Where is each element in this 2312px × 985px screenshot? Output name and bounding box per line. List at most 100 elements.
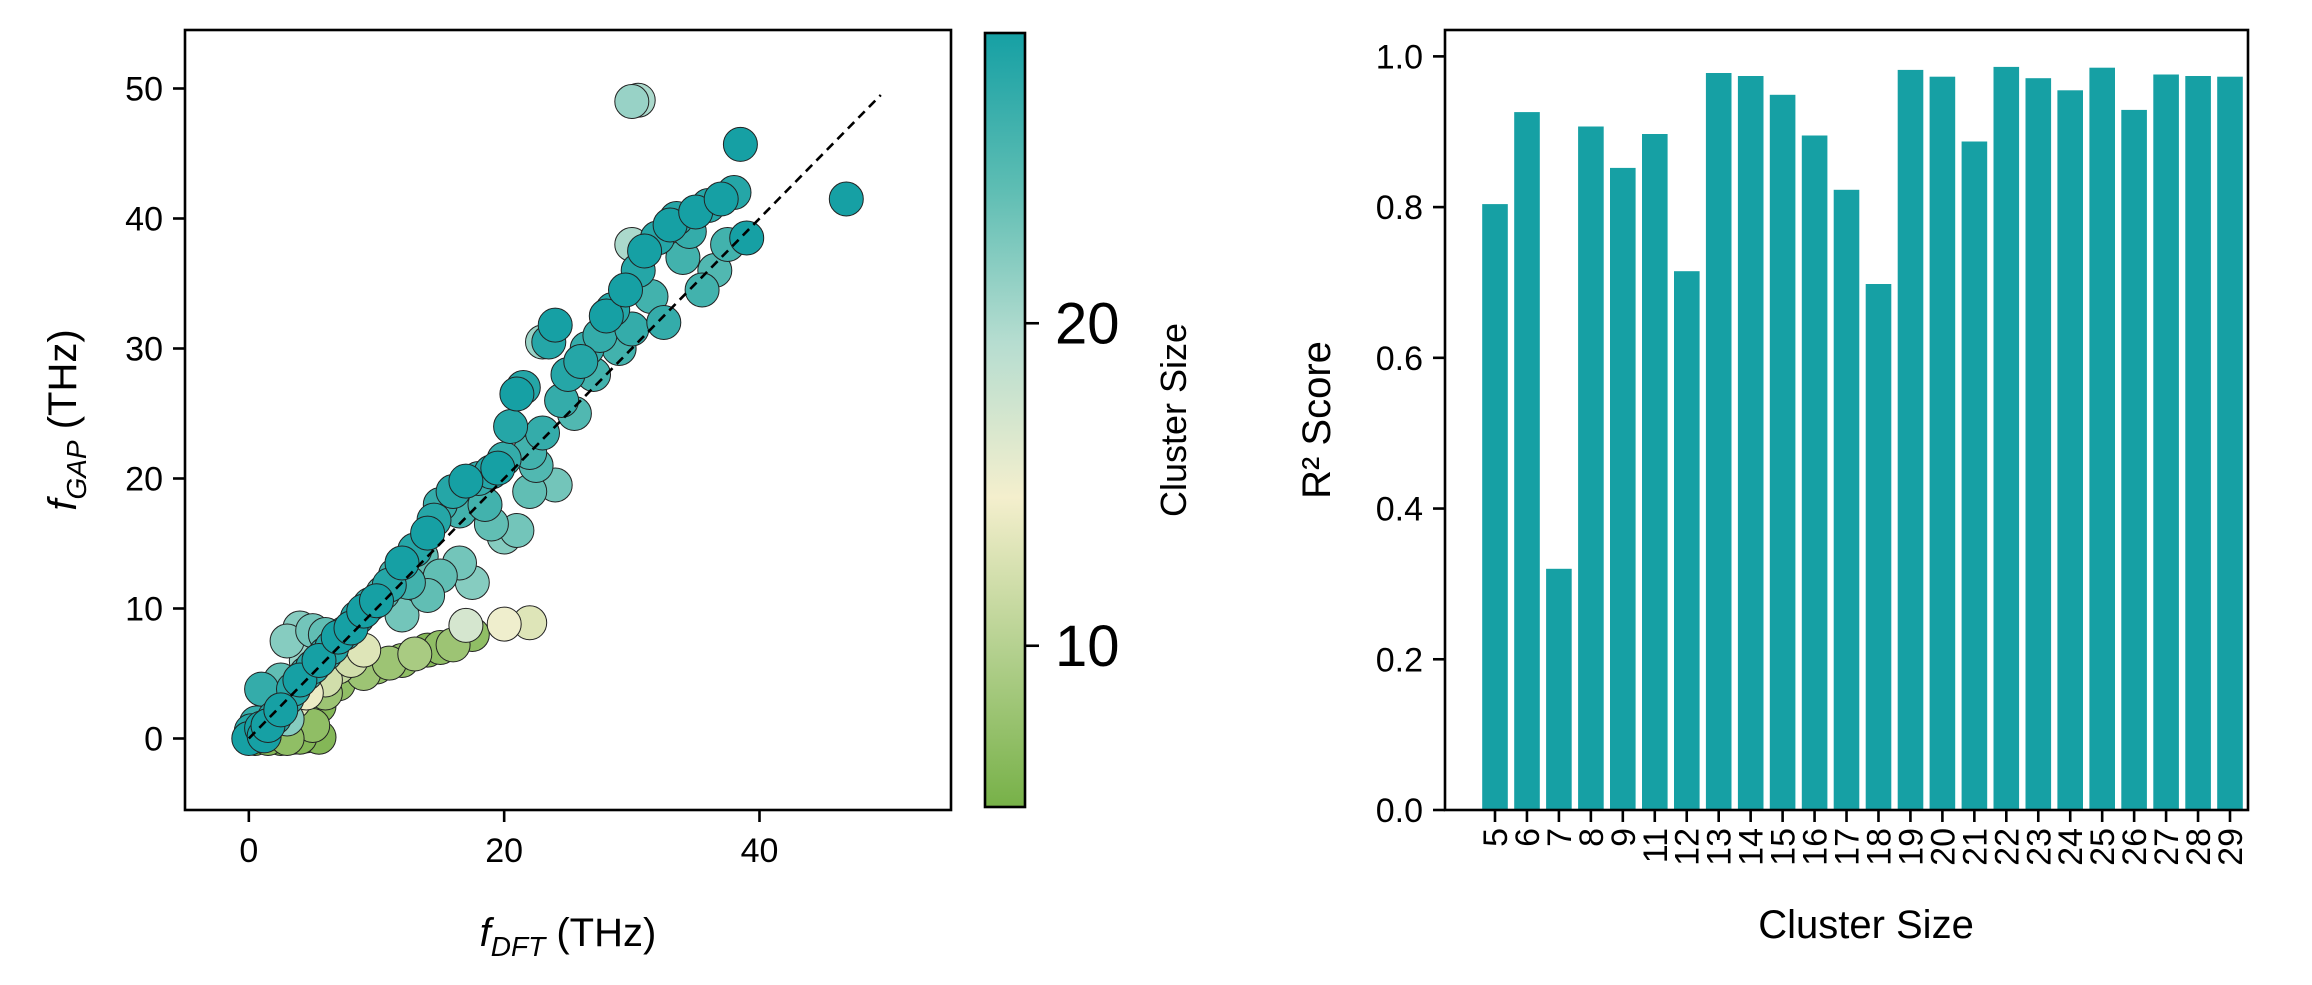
bar-x-tick-label: 18 (1861, 828, 1899, 866)
bar-cluster-20 (1929, 76, 1956, 810)
scatter-point (684, 272, 720, 308)
scatter-y-axis-label: fGAP (THz) (41, 329, 92, 510)
bar-cluster-24 (2057, 90, 2083, 811)
bar-cluster-22 (1993, 66, 2020, 810)
scatter-point (703, 181, 739, 217)
bar-x-tick-label: 6 (1509, 828, 1547, 847)
bar-x-tick-label: 8 (1573, 828, 1611, 847)
y-tick-label: 10 (125, 591, 163, 629)
bar-cluster-12 (1674, 271, 1700, 810)
bar-x-tick-label: 13 (1701, 828, 1739, 866)
y-tick-label: 40 (125, 201, 163, 239)
colorbar-gradient (983, 31, 1027, 809)
bar-axes-frame (1443, 28, 2250, 812)
colorbar-label: Cluster Size (1153, 323, 1194, 517)
scatter-point (722, 126, 758, 162)
bar-cluster-8 (1578, 126, 1604, 810)
y-tick-label: 30 (125, 331, 163, 369)
bar-cluster-11 (1642, 134, 1668, 810)
scatter-point (359, 583, 394, 619)
bar-cluster-14 (1737, 76, 1764, 810)
bar-x-tick-label: 27 (2148, 828, 2186, 866)
scatter-point (729, 220, 765, 256)
scatter-point (499, 376, 535, 412)
bar-y-tick-label: 0.0 (1376, 792, 1423, 830)
parity-line (247, 94, 882, 740)
scatter-point (448, 463, 484, 499)
bar-x-tick-label: 24 (2052, 828, 2090, 866)
scatter-x-axis-label: fDFT (THz) (480, 911, 657, 962)
bar-x-tick-label: 12 (1669, 828, 1707, 866)
y-tick-label: 0 (144, 721, 163, 759)
bar-cluster-6 (1514, 112, 1540, 811)
bar-cluster-13 (1705, 73, 1732, 810)
bar-y-tick-label: 0.6 (1376, 340, 1423, 378)
bar-x-tick-label: 21 (1956, 828, 1994, 866)
bar-cluster-27 (2153, 74, 2179, 810)
scatter-point (384, 545, 420, 581)
bar-x-tick-label: 28 (2180, 828, 2218, 866)
y-tick-label: 50 (125, 71, 163, 109)
bar-x-tick-label: 25 (2084, 828, 2122, 866)
bar-x-tick-label: 29 (2212, 828, 2250, 866)
bar-x-tick-label: 19 (1892, 828, 1930, 866)
bar-y-axis-label: R² Score (1295, 341, 1339, 499)
bar-x-tick-label: 17 (1829, 828, 1867, 866)
bar-cluster-25 (2089, 67, 2115, 810)
scatter-point (627, 233, 663, 269)
bar-cluster-7 (1546, 568, 1572, 810)
bar-cluster-19 (1897, 69, 1924, 810)
bar-cluster-15 (1769, 94, 1796, 811)
bar-cluster-23 (2025, 78, 2052, 810)
scatter-point (646, 305, 682, 340)
bar-cluster-26 (2121, 109, 2147, 810)
bar-chart: 5678911121314151617181920212223242526272… (1295, 28, 2250, 947)
scatter-axes-frame (183, 28, 953, 812)
bar-cluster-21 (1961, 141, 1988, 810)
bar-cluster-5 (1482, 204, 1508, 811)
x-tick-label: 40 (741, 832, 779, 870)
bar-cluster-18 (1865, 284, 1892, 810)
scatter-point (828, 181, 864, 217)
bar-y-tick-label: 1.0 (1376, 38, 1423, 76)
scatter-point (410, 515, 446, 551)
scatter-point (525, 415, 560, 451)
bar-x-tick-label: 23 (2020, 828, 2058, 866)
bar-x-tick-label: 5 (1477, 828, 1515, 847)
scatter-point (493, 409, 529, 444)
bar-cluster-28 (2185, 76, 2211, 810)
scatter-point (263, 692, 299, 728)
bar-x-tick-label: 7 (1541, 828, 1579, 847)
bar-y-tick-label: 0.2 (1376, 641, 1423, 679)
scatter-point (480, 450, 516, 486)
colorbar: 10 20 Cluster Size (983, 31, 1194, 809)
bar-x-tick-label: 20 (1924, 828, 1962, 866)
scatter-point (608, 272, 643, 308)
scatter-point (563, 344, 599, 379)
bar-cluster-16 (1801, 135, 1828, 810)
scatter-point (537, 307, 573, 343)
scatter-point (614, 84, 650, 119)
bar-cluster-29 (2217, 76, 2243, 810)
bar-x-tick-label: 22 (1988, 828, 2026, 866)
bar-x-tick-label: 15 (1765, 828, 1803, 866)
bar-x-tick-label: 16 (1797, 828, 1835, 866)
bar-x-tick-label: 26 (2116, 828, 2154, 866)
bar-cluster-17 (1833, 189, 1860, 811)
bar-x-tick-label: 11 (1637, 828, 1675, 863)
scatter-point (486, 606, 522, 642)
colorbar-tick-label: 20 (1055, 291, 1120, 356)
bar-x-tick-label: 14 (1733, 828, 1771, 866)
scatter-point (588, 298, 624, 334)
bar-x-axis-label: Cluster Size (1758, 903, 1974, 947)
bar-y-tick-label: 0.8 (1376, 189, 1423, 227)
scatter-point (397, 636, 433, 672)
colorbar-tick-label: 10 (1055, 614, 1120, 679)
scatter-point (301, 643, 337, 678)
bar-y-tick-label: 0.4 (1376, 491, 1423, 529)
scatter-point (448, 607, 484, 643)
y-tick-label: 20 (125, 461, 163, 499)
bar-cluster-9 (1610, 167, 1636, 810)
bar-x-tick-label: 9 (1605, 828, 1643, 847)
